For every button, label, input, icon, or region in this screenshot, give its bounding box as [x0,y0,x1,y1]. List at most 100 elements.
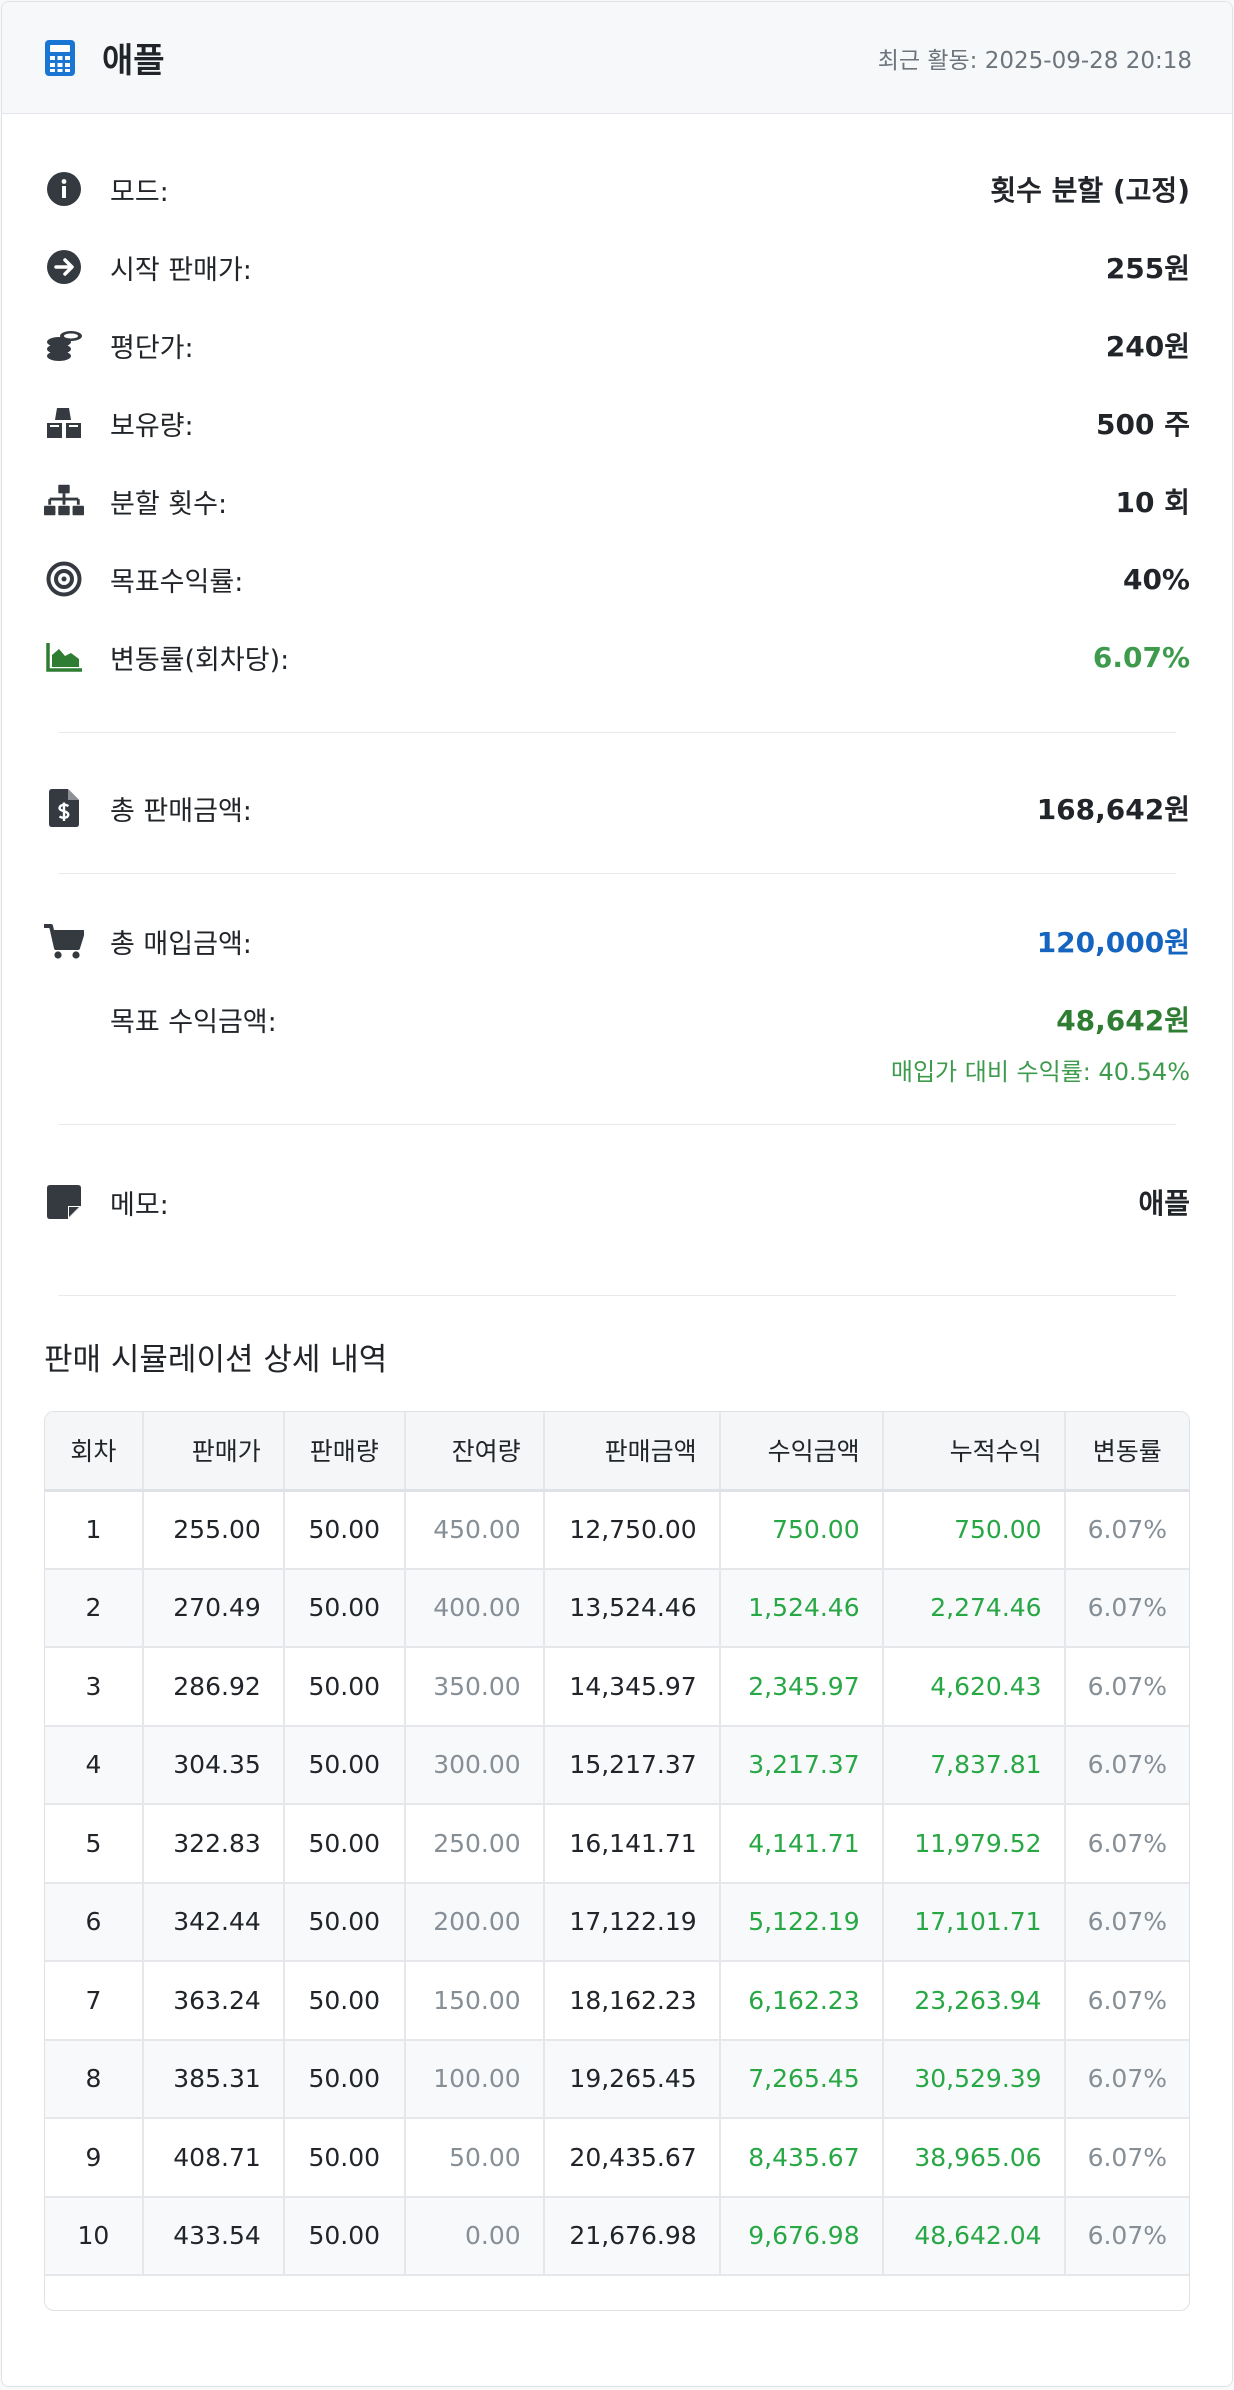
mode-row: 모드: 횟수 분할 (고정) [44,150,1190,228]
cell-profit-amount: 9,676.98 [719,2196,884,2276]
col-change-rate: 변동률 [1064,1412,1189,1492]
cell-round: 7 [45,1961,144,2041]
target-rate-row: 목표수익률: 40% [44,540,1190,618]
cell-remaining: 250.00 [404,1804,545,1884]
mode-value: 횟수 분할 (고정) [990,174,1190,207]
cell-price: 363.24 [142,1961,285,2041]
cell-cumulative-profit: 23,263.94 [882,1961,1066,2041]
cell-remaining: 450.00 [404,1490,545,1570]
cell-price: 286.92 [142,1647,285,1727]
arrow-circle-right-icon [44,247,84,287]
cell-profit-amount: 4,141.71 [719,1804,884,1884]
sitemap-icon [44,481,84,521]
cell-quantity: 50.00 [283,1725,406,1805]
cell-round: 8 [45,2039,144,2119]
cell-change-rate: 6.07% [1064,1647,1189,1727]
total-sales-value: 168,642원 [1036,793,1190,826]
memo-value: 애플 [1138,1187,1190,1220]
cell-change-rate: 6.07% [1064,1568,1189,1648]
cell-round: 9 [45,2118,144,2198]
cell-change-rate: 6.07% [1064,2196,1189,2276]
cell-cumulative-profit: 17,101.71 [882,1882,1066,1962]
divider [58,1124,1176,1125]
col-remaining: 잔여량 [404,1412,545,1492]
calculator-icon [45,39,75,76]
total-purchase-label: 총 매입금액: [110,928,252,960]
cell-cumulative-profit: 30,529.39 [882,2039,1066,2119]
cell-profit-amount: 7,265.45 [719,2039,884,2119]
cell-profit-amount: 750.00 [719,1490,884,1570]
col-cumulative-profit: 누적수익 [882,1412,1066,1492]
cell-quantity: 50.00 [283,1490,406,1570]
cell-sales-amount: 13,524.46 [543,1568,721,1648]
cell-sales-amount: 16,141.71 [543,1804,721,1884]
holdings-value: 500 주 [1096,408,1190,441]
cell-profit-amount: 3,217.37 [719,1725,884,1805]
target-icon [44,559,84,599]
cell-sales-amount: 12,750.00 [543,1490,721,1570]
cell-cumulative-profit: 2,274.46 [882,1568,1066,1648]
divider [58,873,1176,874]
cell-cumulative-profit: 11,979.52 [882,1804,1066,1884]
cell-remaining: 0.00 [404,2196,545,2276]
cell-round: 1 [45,1490,144,1570]
info-icon [44,169,84,209]
shopping-cart-icon [44,921,84,961]
start-price-label: 시작 판매가: [110,254,252,286]
simulation-table-title: 판매 시뮬레이션 상세 내역 [44,1342,388,1378]
col-profit-amount: 수익금액 [719,1412,884,1492]
simulation-table: 회차 판매가 판매량 잔여량 판매금액 수익금액 누적수익 변동률 1 255.0… [45,1412,1189,2276]
target-rate-value: 40% [1122,562,1190,596]
table-row: 9 408.71 50.00 50.00 20,435.67 8,435.67 38,965… [45,2118,1189,2198]
memo-label: 메모: [110,1189,169,1221]
cell-sales-amount: 14,345.97 [543,1647,721,1727]
split-count-value: 10 회 [1115,486,1190,519]
total-purchase-row: 총 매입금액: 120,000원 [44,902,1190,980]
cell-quantity: 50.00 [283,1647,406,1727]
cell-price: 270.49 [142,1568,285,1648]
invoice-dollar-icon [44,788,84,828]
total-sales-row: 총 판매금액: 168,642원 [44,769,1190,847]
cell-sales-amount: 21,676.98 [543,2196,721,2276]
memo-row: 메모: 애플 [44,1163,1190,1241]
cell-remaining: 350.00 [404,1647,545,1727]
cell-profit-amount: 5,122.19 [719,1882,884,1962]
area-chart-icon [44,637,84,677]
divider [58,1295,1176,1296]
table-row: 4 304.35 50.00 300.00 15,217.37 3,217.37 7,837… [45,1725,1189,1805]
cell-change-rate: 6.07% [1064,1725,1189,1805]
cell-round: 4 [45,1725,144,1805]
page-title: 애플 [102,41,165,81]
cell-price: 433.54 [142,2196,285,2276]
cell-change-rate: 6.07% [1064,2039,1189,2119]
cell-change-rate: 6.07% [1064,1804,1189,1884]
cell-price: 342.44 [142,1882,285,1962]
cell-profit-amount: 6,162.23 [719,1961,884,2041]
col-price: 판매가 [142,1412,285,1492]
cell-remaining: 300.00 [404,1725,545,1805]
col-quantity: 판매량 [283,1412,406,1492]
table-row: 5 322.83 50.00 250.00 16,141.71 4,141.71 11,97… [45,1804,1189,1884]
cell-quantity: 50.00 [283,1961,406,2041]
split-count-row: 분할 횟수: 10 회 [44,462,1190,540]
table-row: 2 270.49 50.00 400.00 13,524.46 1,524.46 2,274… [45,1568,1189,1648]
cell-round: 3 [45,1647,144,1727]
table-header-row: 회차 판매가 판매량 잔여량 판매금액 수익금액 누적수익 변동률 [45,1412,1189,1492]
coins-icon [44,325,84,365]
cell-price: 408.71 [142,2118,285,2198]
start-price-row: 시작 판매가: 255원 [44,228,1190,306]
total-sales-label: 총 판매금액: [110,795,252,827]
col-sales-amount: 판매금액 [543,1412,721,1492]
target-profit-value: 48,642원 [1056,1004,1190,1037]
cell-sales-amount: 19,265.45 [543,2039,721,2119]
cubes-icon [44,403,84,443]
change-rate-row: 변동률(회차당): 6.07% [44,618,1190,696]
cell-cumulative-profit: 750.00 [882,1490,1066,1570]
total-purchase-value: 120,000원 [1036,926,1190,959]
table-row: 10 433.54 50.00 0.00 21,676.98 9,676.98 48,642… [45,2196,1189,2276]
cell-profit-amount: 1,524.46 [719,1568,884,1648]
cell-profit-amount: 8,435.67 [719,2118,884,2198]
cell-price: 322.83 [142,1804,285,1884]
avg-price-label: 평단가: [110,332,194,364]
